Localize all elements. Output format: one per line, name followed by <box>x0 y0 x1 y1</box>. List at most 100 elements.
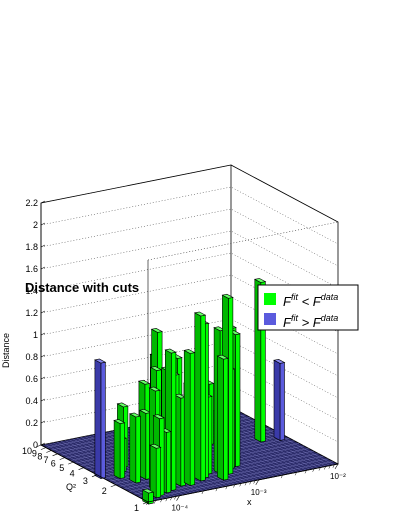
x-minor-tick <box>332 464 335 468</box>
y-tick-label: 4 <box>70 469 75 479</box>
y-tick-label: 9 <box>32 449 37 459</box>
x-minor-tick <box>160 499 163 503</box>
bar <box>113 419 126 480</box>
y-tick <box>52 453 58 457</box>
bar <box>193 311 207 482</box>
bar-face-front <box>279 362 285 441</box>
legend-swatch-blue <box>264 313 276 325</box>
top-front-edge <box>147 221 339 261</box>
x-minor-tick <box>304 470 307 474</box>
bar-face-top <box>253 278 267 283</box>
z-gridline <box>40 208 339 267</box>
bar-face-top <box>183 349 196 354</box>
bar-face-side <box>149 444 157 499</box>
bars-group <box>94 278 286 505</box>
x-minor-tick <box>249 481 252 485</box>
y-tick <box>46 450 52 453</box>
x-minor-tick <box>174 496 177 500</box>
y-tick-label: 5 <box>59 463 64 473</box>
y-tick-label: 1 <box>134 503 139 513</box>
z-gridline <box>40 186 339 245</box>
x-minor-tick <box>146 501 149 506</box>
x-minor-tick <box>239 483 242 487</box>
y-tick-label: 3 <box>83 476 88 486</box>
y-tick <box>78 467 84 470</box>
bar-face-top <box>273 358 286 364</box>
z-tick-label: 1.2 <box>25 308 38 318</box>
x-minor-tick <box>244 482 247 486</box>
y-tick <box>91 474 98 478</box>
z-tick-label: 2 <box>33 220 38 230</box>
bar <box>173 393 187 487</box>
y-tick <box>110 484 116 488</box>
bar-face-top <box>116 402 129 408</box>
bar-face-top <box>193 311 207 317</box>
y-tick <box>68 461 74 465</box>
bar-face-top <box>216 354 229 360</box>
bar-face-top <box>138 379 151 385</box>
z-tick <box>40 244 46 248</box>
x-minor-tick <box>170 497 173 501</box>
x-minor-tick <box>312 468 315 472</box>
legend: Ffit < Fdata Ffit > Fdata <box>257 284 359 331</box>
bar-face-top <box>149 443 162 449</box>
bar-face-front <box>228 297 234 475</box>
bar-face-front <box>135 415 141 484</box>
bar-face-top <box>173 393 187 399</box>
bar-face-top <box>138 408 152 414</box>
z-tick <box>40 310 46 314</box>
y-tick-label: 7 <box>44 455 49 465</box>
bar-face-side <box>113 419 121 480</box>
bar <box>216 354 229 481</box>
z-tick <box>40 420 46 424</box>
x-tick-label: 10⁻³ <box>251 488 267 497</box>
bar <box>138 408 152 480</box>
x-minor-tick <box>253 480 256 484</box>
y-axis-label: Q² <box>66 482 76 492</box>
bar-face-top <box>128 412 142 418</box>
bar-face-top <box>113 419 126 424</box>
bar <box>128 412 142 484</box>
bar-face-front <box>171 351 177 491</box>
bar-face-side <box>217 355 224 481</box>
z-tick-label: 0.8 <box>25 352 38 362</box>
z-tick <box>40 288 46 292</box>
bar-face-top <box>149 366 163 371</box>
bar-face-side <box>183 349 191 486</box>
z-tick <box>40 200 46 204</box>
bar-face-top <box>148 386 161 392</box>
legend-swatch-green <box>264 293 276 305</box>
bar-face-side <box>129 413 137 484</box>
z-tick <box>40 354 46 358</box>
bar-face-top <box>164 348 177 354</box>
y-tick <box>40 447 47 450</box>
axes-group: 0 0.2 0.4 0.6 0.8 1 1.2 1.4 1.6 1.8 2 2.2 10⁻⁴ 10⁻³ 10… <box>22 198 346 513</box>
x-tick <box>255 479 260 486</box>
x-minor-tick <box>318 467 321 471</box>
bar-face-side <box>94 359 102 480</box>
y-axis-line <box>40 444 149 503</box>
bar-face-top <box>94 358 107 364</box>
bar-face-front <box>100 361 106 479</box>
z-tick-label: 1.6 <box>25 264 38 274</box>
z-tick <box>40 332 46 336</box>
y-tick-label: 2 <box>102 486 107 496</box>
y-tick <box>142 501 149 505</box>
floor-gridline <box>143 461 334 500</box>
bar-face-top <box>221 293 234 299</box>
z-tick <box>40 222 46 226</box>
x-minor-tick <box>294 472 297 476</box>
y-tick-label: 10 <box>22 446 32 456</box>
x-tick-label: 10⁻² <box>330 472 346 481</box>
z-tick-label: 1.8 <box>25 242 38 252</box>
bar-face-top <box>152 414 165 420</box>
bar-face-front <box>166 431 172 494</box>
bar <box>141 488 155 505</box>
bar-face-side <box>273 359 281 441</box>
bar-face-side <box>139 409 147 480</box>
x-minor-tick <box>153 500 156 504</box>
y-tick <box>59 457 65 460</box>
z-tick-label: 0 <box>33 440 38 450</box>
x-minor-tick <box>225 486 228 490</box>
